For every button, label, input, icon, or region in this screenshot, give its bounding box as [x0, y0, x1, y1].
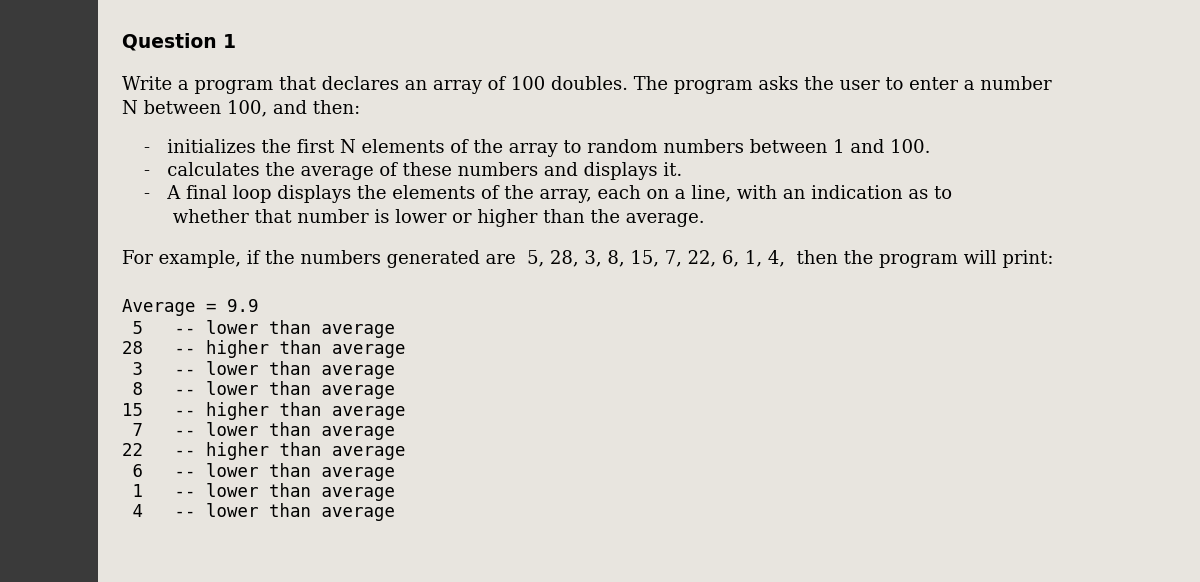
- Text: Write a program that declares an array of 100 doubles. The program asks the user: Write a program that declares an array o…: [122, 76, 1052, 117]
- Text: Average = 9.9: Average = 9.9: [122, 298, 259, 316]
- Text: -   calculates the average of these numbers and displays it.: - calculates the average of these number…: [144, 162, 683, 180]
- Text: 6   -- lower than average: 6 -- lower than average: [122, 463, 396, 481]
- Text: 28   -- higher than average: 28 -- higher than average: [122, 340, 406, 359]
- Text: 1   -- lower than average: 1 -- lower than average: [122, 483, 396, 501]
- Text: 3   -- lower than average: 3 -- lower than average: [122, 361, 396, 379]
- Text: 22   -- higher than average: 22 -- higher than average: [122, 442, 406, 460]
- Text: -   initializes the first N elements of the array to random numbers between 1 an: - initializes the first N elements of th…: [144, 139, 930, 157]
- Text: 7   -- lower than average: 7 -- lower than average: [122, 422, 396, 440]
- FancyBboxPatch shape: [0, 0, 98, 582]
- Text: 4   -- lower than average: 4 -- lower than average: [122, 503, 396, 521]
- Text: For example, if the numbers generated are  5, 28, 3, 8, 15, 7, 22, 6, 1, 4,  the: For example, if the numbers generated ar…: [122, 250, 1054, 268]
- Text: -   A final loop displays the elements of the array, each on a line, with an ind: - A final loop displays the elements of …: [144, 185, 952, 226]
- Text: Question 1: Question 1: [122, 32, 236, 51]
- Text: 15   -- higher than average: 15 -- higher than average: [122, 402, 406, 420]
- Text: 8   -- lower than average: 8 -- lower than average: [122, 381, 396, 399]
- Text: 5   -- lower than average: 5 -- lower than average: [122, 320, 396, 338]
